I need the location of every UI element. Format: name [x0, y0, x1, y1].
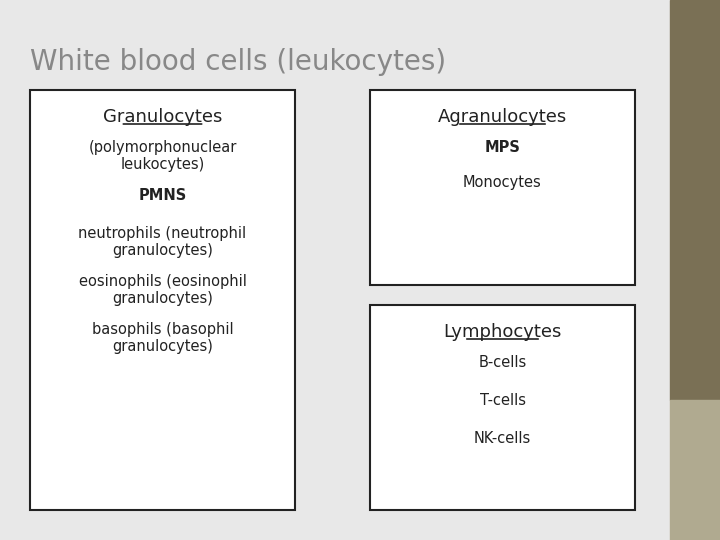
- Bar: [670, 400, 720, 540]
- Text: B-cells: B-cells: [478, 355, 526, 370]
- Text: NK-cells: NK-cells: [474, 431, 531, 446]
- FancyBboxPatch shape: [370, 90, 635, 285]
- Text: MPS: MPS: [485, 140, 521, 155]
- Bar: [670, 0, 720, 400]
- Text: (polymorphonuclear
leukocytes): (polymorphonuclear leukocytes): [89, 140, 237, 172]
- Text: Lymphocytes: Lymphocytes: [444, 323, 562, 341]
- FancyBboxPatch shape: [370, 305, 635, 510]
- Text: White blood cells (leukocytes): White blood cells (leukocytes): [30, 48, 446, 76]
- Text: eosinophils (eosinophil
granulocytes): eosinophils (eosinophil granulocytes): [78, 274, 246, 306]
- Text: neutrophils (neutrophil
granulocytes): neutrophils (neutrophil granulocytes): [78, 226, 246, 259]
- Text: PMNS: PMNS: [138, 188, 186, 203]
- Text: Granulocytes: Granulocytes: [103, 108, 222, 126]
- Text: basophils (basophil
granulocytes): basophils (basophil granulocytes): [91, 322, 233, 354]
- Text: Agranulocytes: Agranulocytes: [438, 108, 567, 126]
- FancyBboxPatch shape: [30, 90, 295, 510]
- Text: T-cells: T-cells: [480, 393, 526, 408]
- Text: Monocytes: Monocytes: [463, 175, 542, 190]
